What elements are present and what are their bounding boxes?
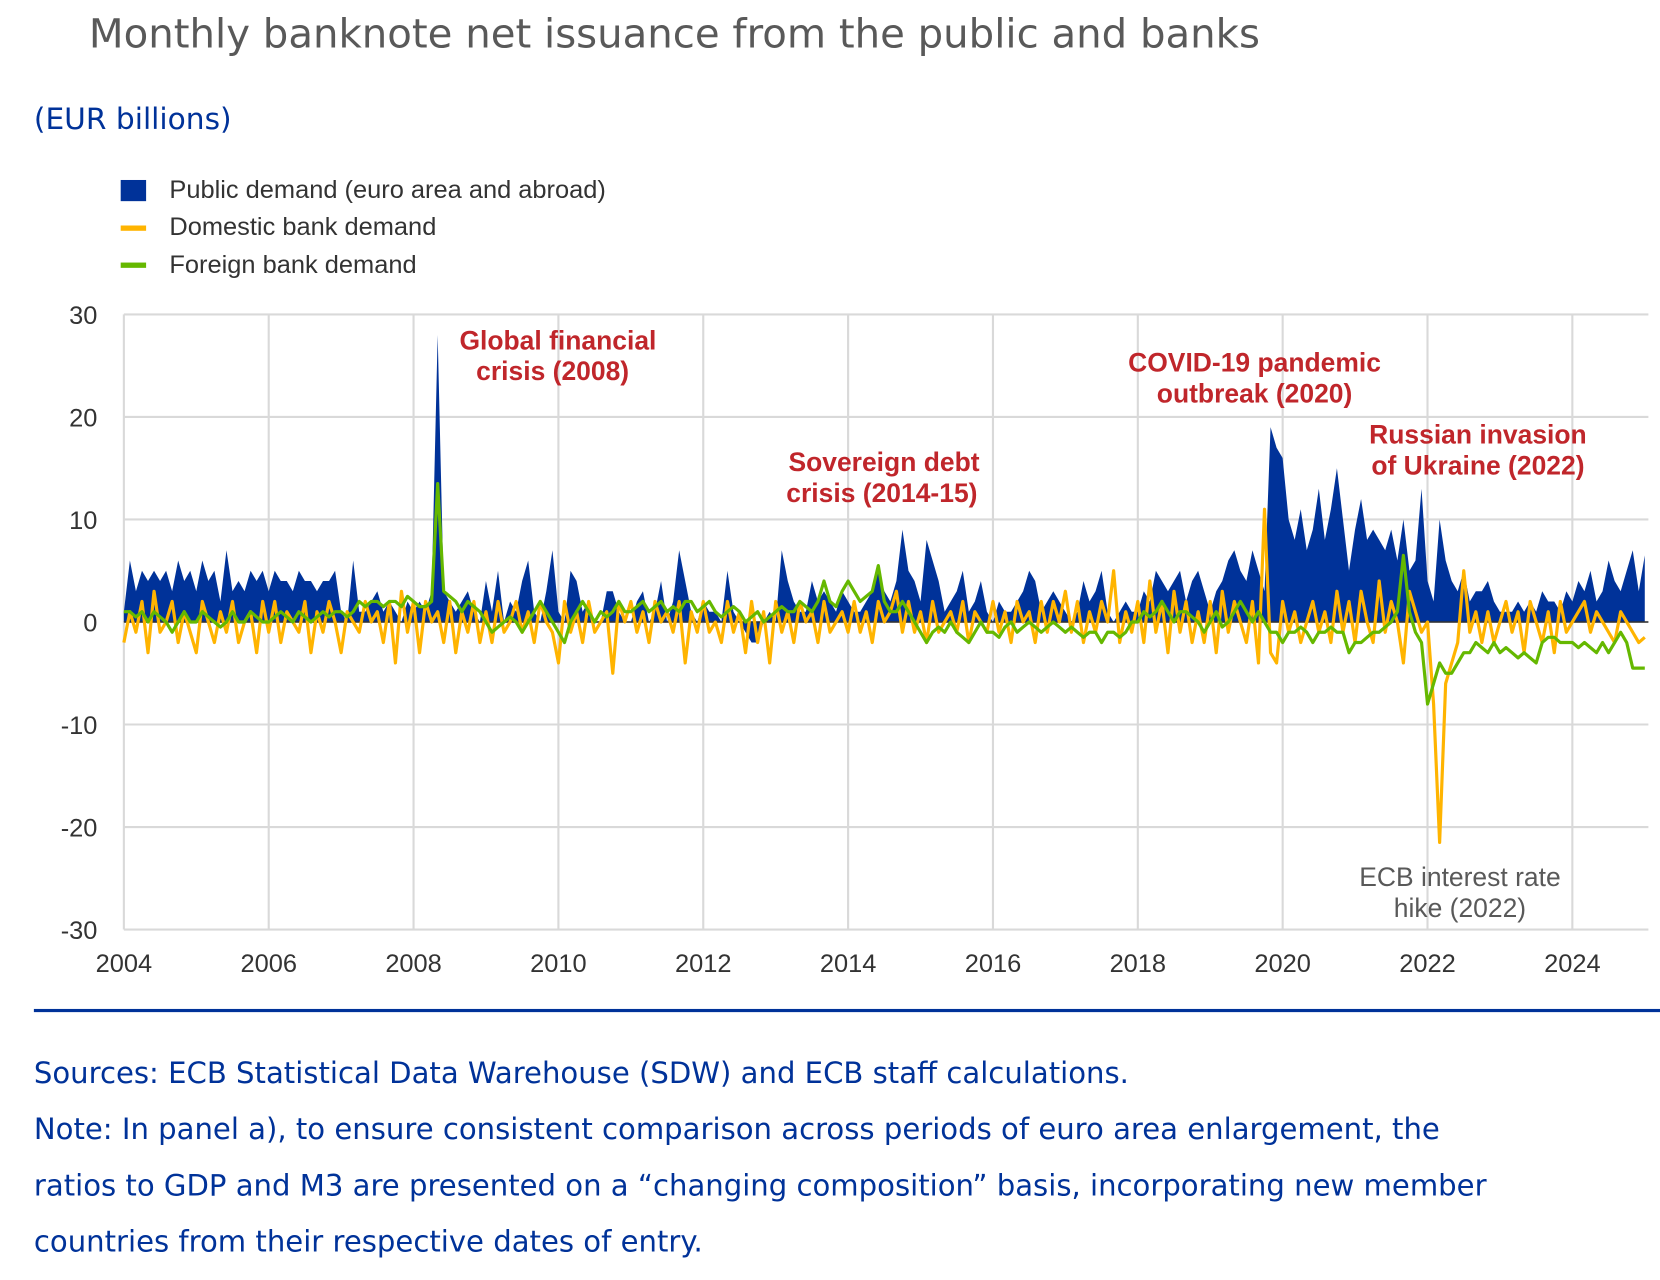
x-tick-label: 2014 (820, 950, 876, 978)
y-tick-label: -10 (61, 712, 98, 740)
legend: Public demand (euro area and abroad) Dom… (120, 172, 606, 285)
legend-item-public: Public demand (euro area and abroad) (120, 172, 606, 210)
sources-text: Sources: ECB Statistical Data Warehouse … (33, 1056, 1129, 1091)
chart-title: Monthly banknote net issuance from the p… (88, 10, 1260, 58)
legend-item-domestic: Domestic bank demand (120, 209, 606, 247)
legend-label: Domestic bank demand (169, 213, 437, 242)
chart-unit-label: (EUR billions) (33, 101, 232, 137)
annotation-covid-line1: COVID-19 pandemic (1128, 348, 1381, 378)
x-tick-label: 2006 (240, 950, 296, 978)
y-tick-label: 10 (69, 507, 97, 535)
x-tick-label: 2018 (1110, 950, 1166, 978)
annotation-ecb-line2: hike (2022) (1394, 893, 1526, 923)
y-tick-label: 0 (83, 610, 97, 638)
annotation-covid-line2: outbreak (2020) (1157, 378, 1353, 408)
x-tick-label: 2008 (385, 950, 441, 978)
annotation-ukraine-line1: Russian invasion (1369, 420, 1587, 450)
annotation-ukraine-line2: of Ukraine (2022) (1371, 450, 1584, 480)
y-tick-label: 30 (69, 302, 97, 330)
note-line: countries from their respective dates of… (33, 1224, 703, 1259)
chart-notes: Sources: ECB Statistical Data Warehouse … (34, 1046, 1660, 1270)
legend-item-foreign: Foreign bank demand (120, 247, 606, 285)
legend-swatch-square (120, 179, 147, 201)
x-tick-label: 2022 (1399, 950, 1455, 978)
annotation-sovereign-line2: crisis (2014-15) (786, 478, 977, 508)
legend-label: Foreign bank demand (169, 250, 417, 280)
note-line: Note: In panel a), to ensure consistent … (33, 1112, 1440, 1147)
x-tick-label: 2016 (965, 950, 1021, 978)
series-line-domestic-bank-demand (122, 507, 1646, 844)
y-tick-label: -30 (61, 917, 98, 945)
annotation-gfc-line1: Global financial (459, 325, 656, 355)
legend-swatch-line (120, 262, 147, 269)
annotation-sovereign-line1: Sovereign debt (788, 447, 979, 477)
x-tick-label: 2020 (1254, 950, 1310, 978)
x-tick-label: 2012 (675, 950, 731, 978)
annotation-ecb-line1: ECB interest rate (1359, 862, 1560, 892)
series-line-foreign-bank-demand (123, 482, 1645, 706)
x-tick-label: 2024 (1544, 950, 1600, 978)
y-tick-label: 20 (69, 404, 97, 432)
divider (33, 1008, 1660, 1013)
legend-label: Public demand (euro area and abroad) (169, 175, 606, 205)
x-tick-label: 2004 (96, 950, 152, 978)
annotation-gfc-line2: crisis (2008) (476, 356, 629, 386)
legend-swatch-line (120, 225, 147, 231)
note-line: ratios to GDP and M3 are presented on a … (33, 1168, 1487, 1203)
y-tick-label: -20 (61, 815, 98, 843)
x-tick-label: 2010 (530, 950, 586, 978)
